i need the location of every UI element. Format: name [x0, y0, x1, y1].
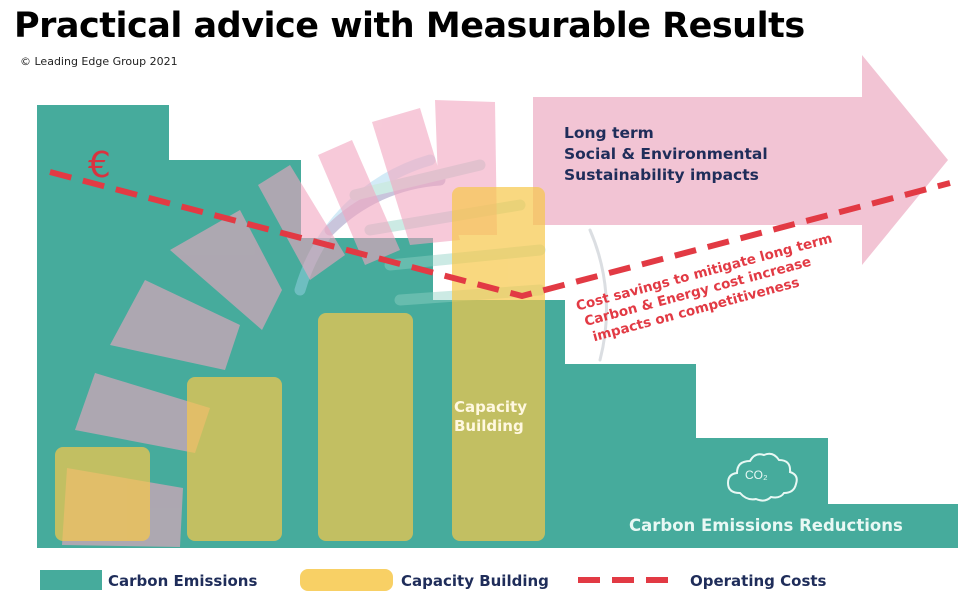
capacity-label: Capacity: [454, 398, 527, 416]
legend-label: Carbon Emissions: [108, 572, 257, 590]
legend-carbon-emissions-icon: [40, 570, 102, 590]
capacity-bar: [452, 187, 545, 541]
arrow-text-line: Long term: [564, 124, 654, 142]
emission-step: [827, 504, 958, 548]
emission-step: [695, 438, 828, 548]
rays: [62, 100, 497, 547]
arrow-text-line: Sustainability impacts: [564, 166, 759, 184]
legend-capacity-building-icon: [300, 569, 393, 591]
reductions-label: Carbon Emissions Reductions: [629, 516, 903, 535]
capacity-label: Building: [454, 417, 524, 435]
capacity-bar: [187, 377, 282, 541]
capacity-bar: [318, 313, 413, 541]
arrow-text-line: Social & Environmental: [564, 145, 768, 163]
capacity-bars: [55, 187, 545, 541]
operating-costs-line: [49, 169, 951, 299]
svg-text:CO₂: CO₂: [745, 468, 768, 482]
capacity-bar: [55, 447, 150, 541]
co2-cloud-icon: CO₂: [726, 452, 798, 502]
legend-label: Operating Costs: [690, 572, 827, 590]
legend: Carbon Emissions Capacity Building Opera…: [40, 569, 827, 591]
page-title: Practical advice with Measurable Results: [14, 6, 805, 46]
emission-step: [564, 364, 696, 548]
euro-icon: €: [88, 145, 111, 186]
copyright: © Leading Edge Group 2021: [20, 55, 178, 68]
legend-label: Capacity Building: [401, 572, 549, 590]
